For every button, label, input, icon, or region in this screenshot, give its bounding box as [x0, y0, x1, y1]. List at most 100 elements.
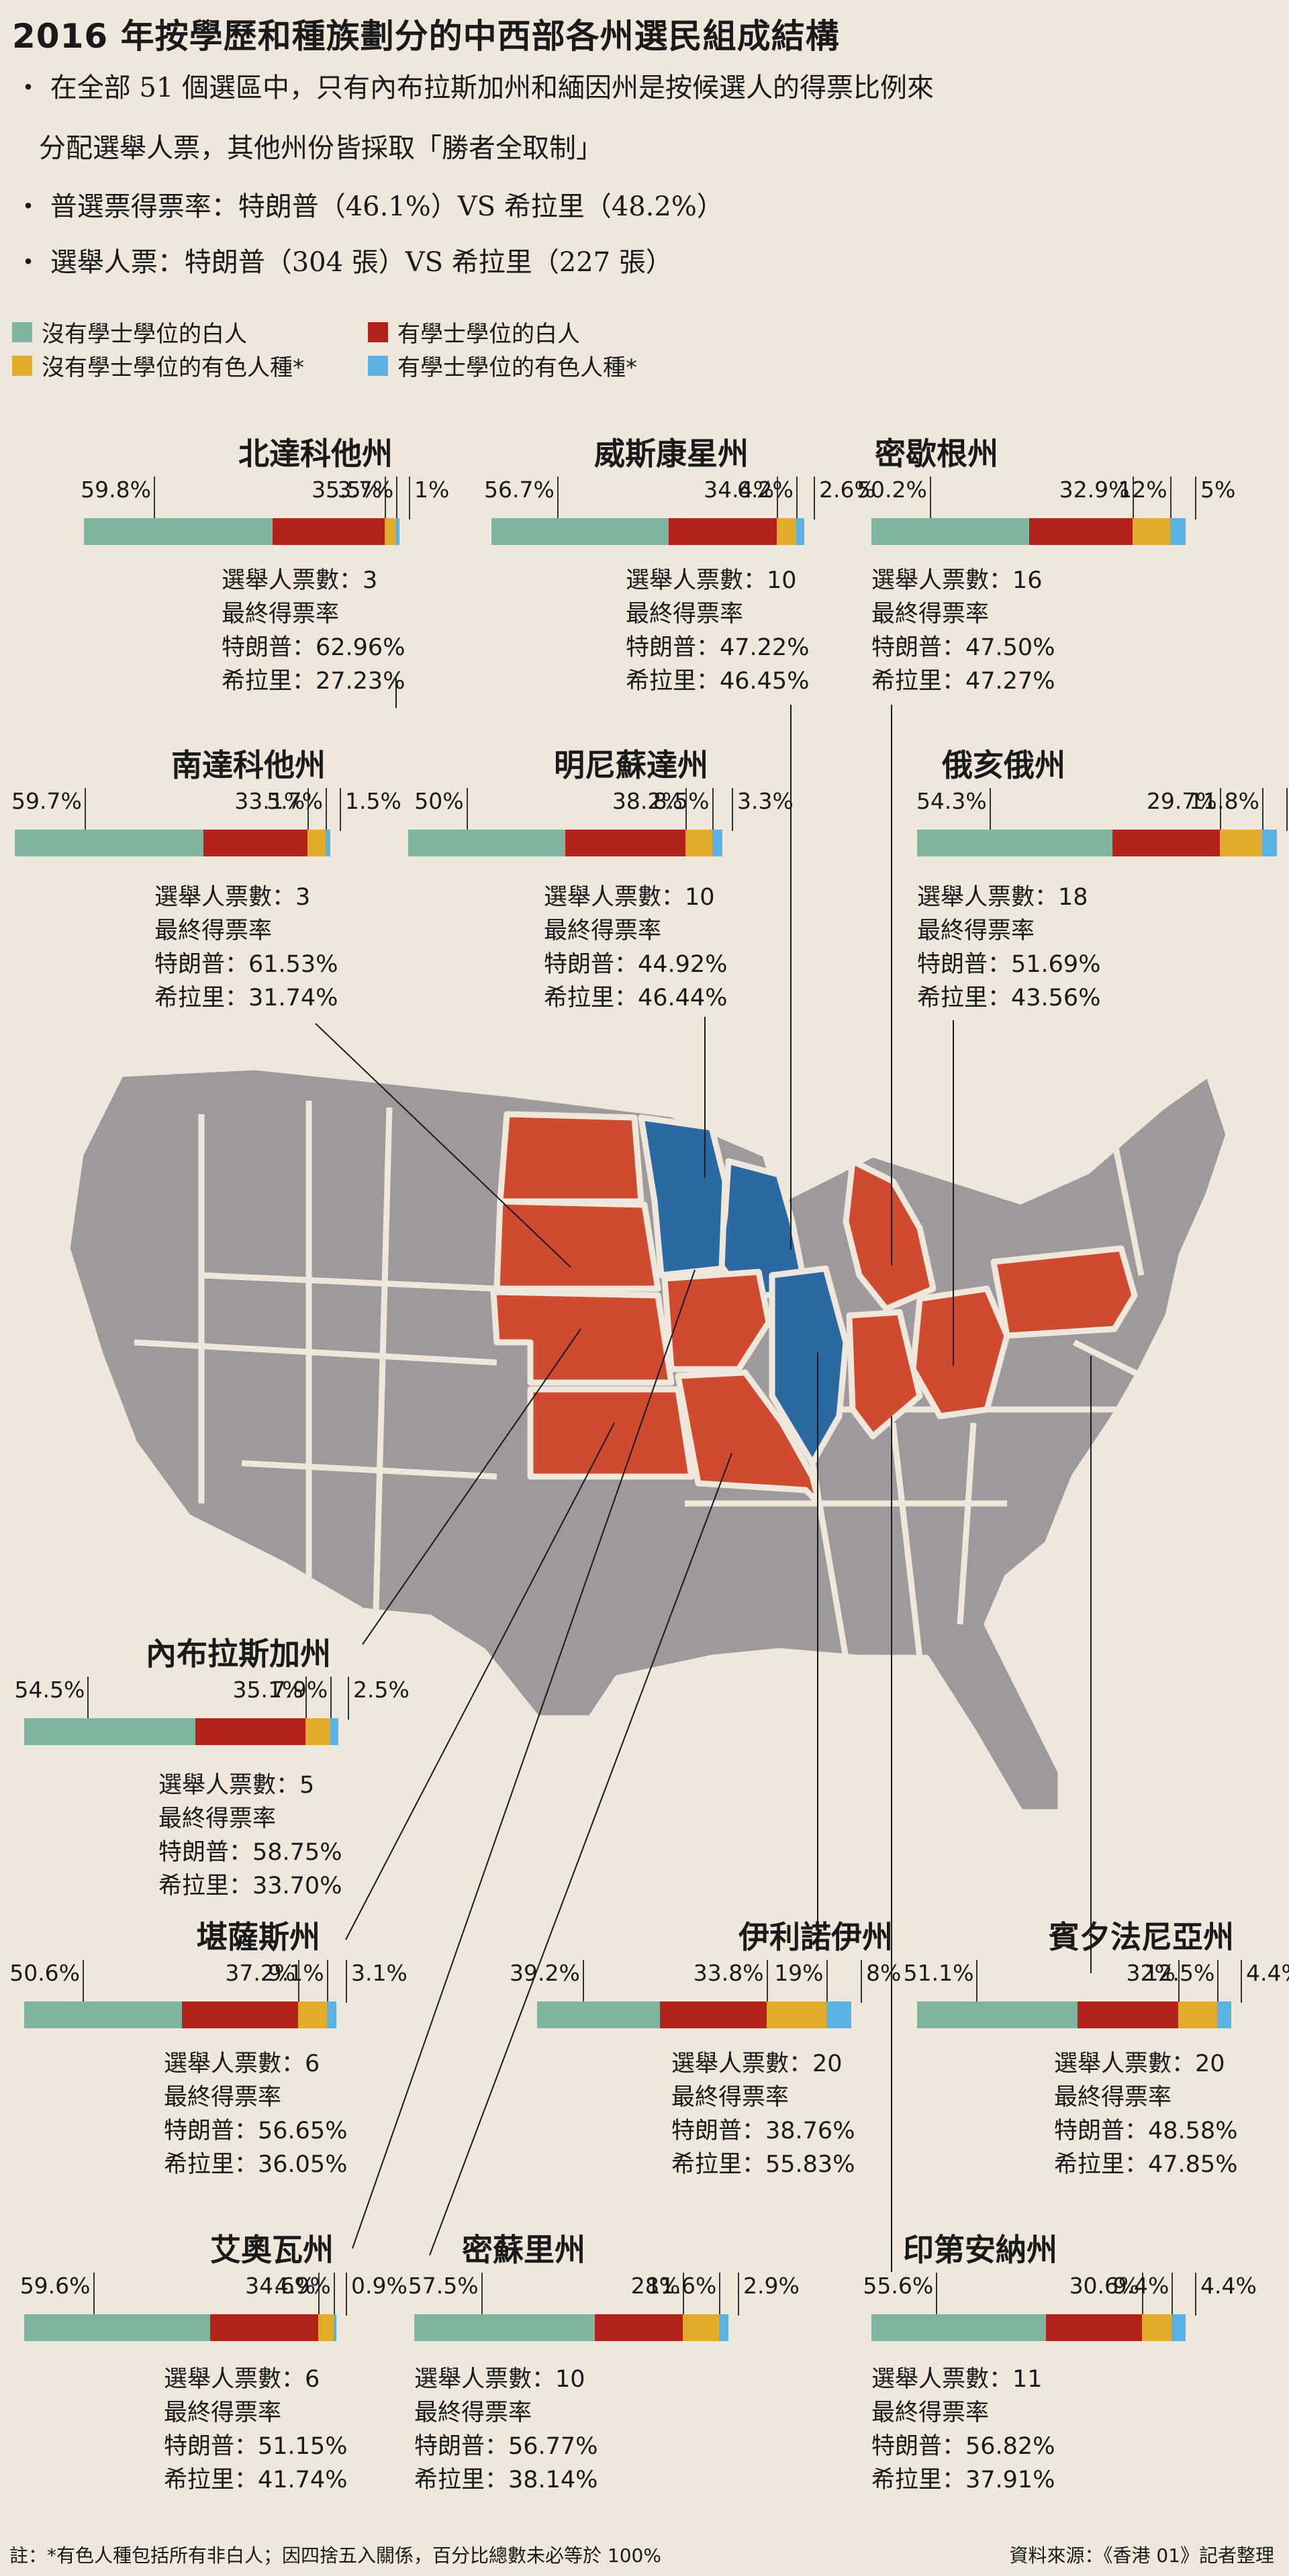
electoral-votes: 選舉人票數：16: [871, 567, 1043, 594]
bar-segment-1: [24, 1718, 196, 1745]
bullet-1-cont: 分配選舉人票，其他州份皆採取「勝者全取制」: [39, 133, 603, 164]
value-label: 33.8%: [693, 1960, 764, 1986]
value-tick: [1217, 1960, 1219, 2003]
bar-segment-3: [298, 2001, 327, 2028]
trump-rate: 特朗普：56.65%: [164, 2118, 348, 2144]
value-tick: [989, 788, 991, 831]
bar-segment-2: [595, 2314, 683, 2341]
stacked-bar: [871, 2314, 1186, 2341]
value-tick: [1169, 477, 1172, 519]
value-label: 28%: [630, 2273, 681, 2299]
value-tick: [929, 477, 931, 519]
state-border: [241, 1460, 497, 1480]
state-border: [134, 1339, 497, 1366]
value-label: 32.9%: [1059, 477, 1130, 503]
value-label: 30.6%: [1069, 2273, 1140, 2299]
bar-segment-1: [24, 2001, 183, 2028]
map-states: [490, 1111, 1138, 1507]
clinton-rate: 希拉里：38.14%: [414, 2467, 598, 2493]
value-label: 6.2%: [737, 477, 794, 503]
value-label: 59.8%: [81, 477, 151, 503]
bar-segment-3: [384, 518, 397, 545]
legend-item-1: 沒有學士學位的白人: [12, 315, 247, 348]
clinton-rate: 希拉里：36.05%: [164, 2151, 348, 2178]
value-label: 8.5%: [653, 788, 710, 814]
value-label: 2.6%: [819, 477, 875, 503]
value-label: 3.7%: [337, 477, 394, 503]
state-border: [890, 1422, 923, 1658]
trump-rate: 特朗普：48.58%: [1054, 2118, 1238, 2144]
trump-rate: 特朗普：62.96%: [222, 634, 405, 661]
value-label: 12.5%: [1144, 1960, 1215, 1986]
value-tick: [84, 788, 86, 831]
clinton-rate: 希拉里：27.23%: [222, 668, 405, 695]
value-label: 1.5%: [345, 788, 401, 814]
stacked-bar: [491, 518, 804, 545]
value-tick: [298, 1960, 300, 2003]
value-tick: [712, 788, 714, 831]
bar-segment-1: [871, 518, 1029, 545]
result-info: 選舉人票數：3 最終得票率 特朗普：62.96% 希拉里：27.23%: [222, 564, 405, 698]
bar-segment-2: [660, 2001, 767, 2028]
value-tick: [326, 1960, 328, 2003]
page-title: 2016 年按學歷和種族劃分的中西部各州選民組成結構: [12, 17, 840, 56]
bar-segment-2: [1112, 830, 1220, 856]
final-rate-label: 最終得票率: [164, 2399, 282, 2426]
state-name: 俄亥俄州: [942, 747, 1065, 783]
value-tick: [1178, 1960, 1180, 2003]
state-shape-il: [769, 1265, 849, 1467]
bar-segment-2: [273, 518, 385, 545]
state-shape-ia: [661, 1269, 772, 1373]
value-label: 7.9%: [271, 1677, 328, 1703]
state-shape-sd: [493, 1198, 661, 1292]
value-tick: [776, 477, 778, 519]
bar-segment-4: [712, 830, 722, 856]
state-name: 明尼蘇達州: [554, 747, 708, 783]
state-name: 堪薩斯州: [197, 1919, 320, 1955]
bar-segment-2: [669, 518, 777, 545]
bar-segment-4: [1172, 2314, 1186, 2341]
value-label: 4.4%: [1200, 2273, 1257, 2299]
result-info: 選舉人票數：3 最終得票率 特朗普：61.53% 希拉里：31.74%: [154, 881, 338, 1015]
trump-rate: 特朗普：51.15%: [164, 2433, 348, 2460]
bar-segment-3: [307, 830, 326, 856]
value-tick: [93, 2273, 95, 2316]
state-name: 密歇根州: [875, 436, 998, 472]
result-info: 選舉人票數：10 最終得票率 特朗普：47.22% 希拉里：46.45%: [626, 564, 809, 698]
bar-segment-2: [1078, 2001, 1178, 2028]
bar-segment-4: [325, 830, 330, 856]
value-label: 54.3%: [916, 788, 987, 814]
clinton-rate: 希拉里：46.45%: [626, 668, 810, 695]
state-border: [201, 1272, 497, 1292]
value-tick: [318, 2273, 320, 2316]
value-label: 56.7%: [484, 477, 555, 503]
value-label: 32%: [1126, 1960, 1176, 1986]
result-info: 選舉人票數：6 最終得票率 特朗普：56.65% 希拉里：36.05%: [164, 2047, 347, 2181]
result-info: 選舉人票數：5 最終得票率 特朗普：58.75% 希拉里：33.70%: [158, 1769, 342, 1903]
bar-segment-1: [491, 518, 669, 545]
trump-rate: 特朗普：56.77%: [414, 2433, 598, 2460]
legend-swatch: [12, 355, 32, 376]
value-tick: [685, 788, 687, 831]
bar-segment-3: [305, 1718, 331, 1745]
result-info: 選舉人票數：20 最終得票率 特朗普：48.58% 希拉里：47.85%: [1054, 2047, 1237, 2181]
value-tick: [732, 788, 733, 831]
trump-rate: 特朗普：44.92%: [544, 951, 728, 978]
value-label: 11.8%: [1189, 788, 1259, 814]
value-tick: [481, 2273, 483, 2316]
clinton-rate: 希拉里：33.70%: [158, 1873, 342, 1899]
value-tick: [346, 2273, 347, 2316]
bar-segment-2: [182, 2001, 299, 2028]
state-shape-mn: [638, 1114, 728, 1279]
final-rate-label: 最終得票率: [871, 2399, 990, 2426]
value-label: 4.4%: [1246, 1960, 1289, 1986]
value-tick: [83, 1960, 85, 2003]
value-label: 37.2%: [225, 1960, 296, 1986]
value-label: 9.1%: [267, 1960, 324, 1986]
bar-segment-2: [1046, 2314, 1143, 2341]
stacked-bar: [414, 2314, 728, 2341]
bar-segment-1: [537, 2001, 661, 2028]
result-info: 選舉人票數：16 最終得票率 特朗普：47.50% 希拉里：47.27%: [871, 564, 1055, 698]
value-tick: [861, 1960, 862, 2003]
leader-lines: [315, 678, 1092, 2272]
